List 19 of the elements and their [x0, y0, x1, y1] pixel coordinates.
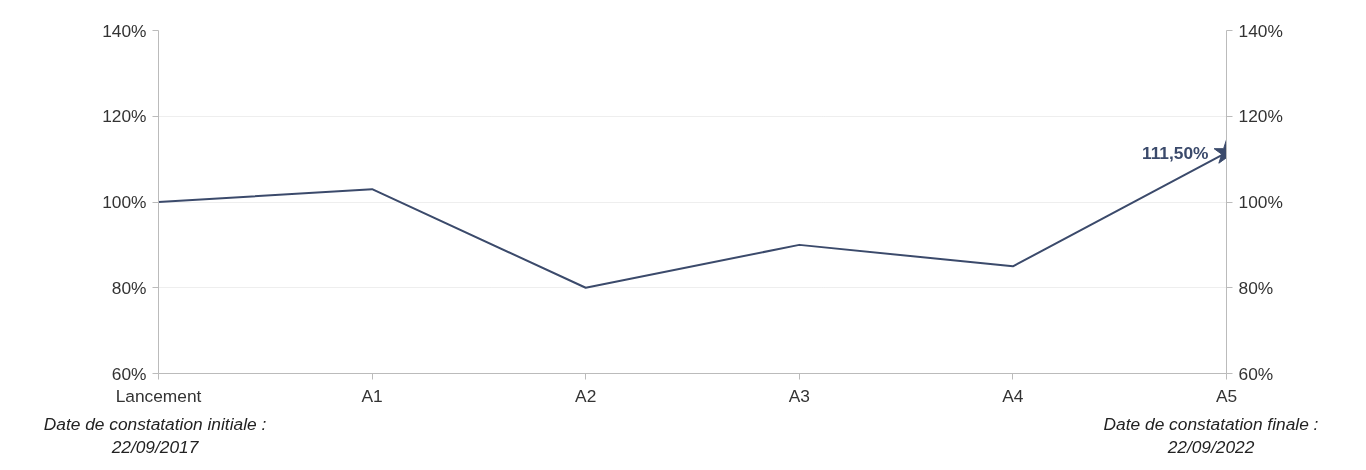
x-tick-label: A4	[1002, 385, 1024, 406]
text: Date de constatation initiale : 22/09/2017	[43, 413, 267, 459]
x-tick-label: A1	[361, 385, 383, 406]
x-tick-label: Lancement	[115, 385, 202, 406]
text: Date de constatation finale : 22/09/2022	[1103, 413, 1319, 459]
x-tick-label: A3	[788, 385, 810, 406]
x-tick-label: A5	[1215, 385, 1238, 406]
y2-tick-label: 140%	[1238, 20, 1283, 41]
y-tick-label: 60%	[111, 363, 147, 384]
y2-tick-label: 120%	[1238, 106, 1283, 127]
y-tick-label: 80%	[111, 277, 147, 298]
y2-tick-label: 100%	[1238, 192, 1283, 212]
y2-tick-label: 80%	[1238, 277, 1274, 298]
y2-tick-label: 60%	[1238, 363, 1274, 384]
y-tick-label: 100%	[102, 192, 147, 212]
y-tick-label: 120%	[102, 106, 147, 127]
y-tick-label: 140%	[102, 20, 147, 41]
x-tick-label: A2	[575, 385, 597, 406]
data-label: 111,50%	[1142, 142, 1209, 163]
